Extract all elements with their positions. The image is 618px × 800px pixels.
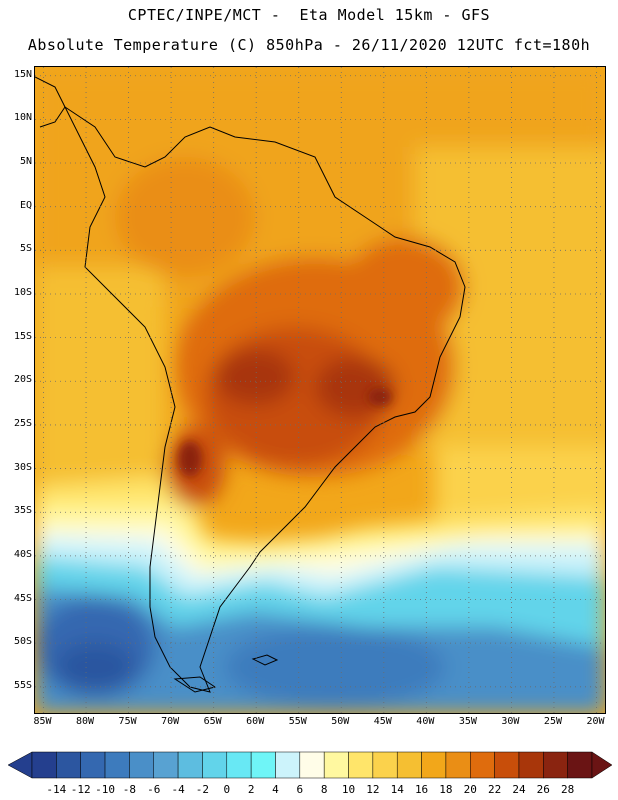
colorbar-swatch (153, 751, 179, 779)
latitude-label: EQ (19, 199, 32, 211)
colorbar-swatch (494, 751, 520, 779)
map-panel (34, 66, 606, 714)
colorbar-swatch (323, 751, 349, 779)
colorbar-swatch (445, 751, 471, 779)
colorbar-swatch (421, 751, 447, 779)
longitude-label: 65W (203, 716, 222, 727)
colorbar-swatch (177, 751, 203, 779)
colorbar-tick-label: 10 (341, 783, 356, 796)
latitude-label: 15S (13, 330, 32, 342)
latitude-label: 40S (13, 548, 32, 560)
colorbar-swatch (104, 751, 130, 779)
longitude-label: 85W (33, 716, 52, 727)
colorbar-tick-label: 20 (463, 783, 477, 796)
colorbar-swatch (250, 751, 276, 779)
latitude-label: 15N (13, 68, 32, 80)
colorbar-swatch (543, 751, 568, 779)
colorbar-tick-label: 16 (414, 783, 429, 796)
colorbar-swatch (31, 751, 57, 779)
colorbar-underflow-triangle (7, 751, 33, 779)
longitude-label: 40W (416, 716, 435, 727)
continent-outline (63, 105, 466, 693)
longitude-label: 70W (161, 716, 180, 727)
colorbar-swatch (518, 751, 544, 779)
colorbar-tick-label: 28 (561, 783, 575, 796)
longitude-label: 20W (586, 716, 605, 727)
colorbar-swatch (348, 751, 374, 779)
longitude-label: 35W (458, 716, 477, 727)
latitude-label: 5N (19, 156, 32, 168)
colorbar-overflow-triangle (591, 751, 613, 779)
longitude-label: 25W (543, 716, 562, 727)
falklands-outline (251, 654, 279, 666)
colorbar-tick-label: -4 (171, 783, 185, 796)
hot-spots (178, 388, 392, 477)
longitude-label: 45W (373, 716, 392, 727)
temperature-field-map (35, 67, 605, 713)
colorbar-tick-label: -8 (122, 783, 137, 796)
colorbar (7, 751, 613, 779)
title-line-1: CPTEC/INPE/MCT - Eta Model 15km - GFS (127, 6, 491, 24)
colorbar-swatch (129, 751, 154, 779)
colorbar-tick-label: 0 (223, 783, 231, 796)
longitude-label: 30W (501, 716, 520, 727)
title-line-2: Absolute Temperature (C) 850hPa - 26/11/… (27, 36, 591, 54)
latitude-label: 10S (13, 286, 32, 298)
latitude-label: 5S (19, 243, 32, 255)
colorbar-tick-label: 6 (296, 783, 304, 796)
colorbar-swatch (470, 751, 495, 779)
colorbar-tick-label: 22 (487, 783, 502, 796)
colorbar-tick-label: 2 (247, 783, 255, 796)
colorbar-tick-label: 12 (366, 783, 380, 796)
colorbar-swatch (396, 751, 422, 779)
colorbar-swatch (275, 751, 301, 779)
temperature-shading (35, 67, 605, 713)
colorbar-swatch (202, 751, 228, 779)
colorbar-swatch (372, 751, 398, 779)
colorbar-tick-label: 24 (512, 783, 526, 796)
latitude-label: 35S (13, 505, 32, 517)
latitude-label: 55S (13, 679, 32, 691)
longitude-label: 60W (246, 716, 265, 727)
colorbar-tick-label: 4 (272, 783, 279, 796)
latitude-label: 45S (13, 592, 32, 604)
colorbar-tick-label: -12 (70, 783, 91, 796)
colorbar-tick-label: -14 (46, 783, 67, 796)
latitude-label: 50S (13, 636, 32, 648)
latitude-label: 20S (13, 374, 32, 386)
colorbar-swatch (56, 751, 81, 779)
colorbar-swatch (226, 751, 252, 779)
latitude-label: 30S (13, 461, 32, 473)
colorbar-swatch (80, 751, 106, 779)
colorbar-tick-label: 14 (390, 783, 404, 796)
colorbar-tick-label: -6 (147, 783, 161, 796)
colorbar-swatch (299, 751, 325, 779)
longitude-label: 55W (288, 716, 307, 727)
longitude-label: 80W (76, 716, 95, 727)
longitude-label: 50W (331, 716, 350, 727)
colorbar-tick-label: -2 (195, 783, 210, 796)
colorbar-tick-label: -10 (95, 783, 115, 796)
colorbar-tick-label: 8 (320, 783, 328, 796)
colorbar-swatch (567, 751, 593, 779)
longitude-label: 75W (118, 716, 137, 727)
latitude-label: 25S (13, 417, 32, 429)
latitude-label: 10N (13, 112, 32, 124)
lat-lon-grid (35, 67, 605, 713)
colorbar-tick-label: 18 (439, 783, 453, 796)
colorbar-tick-label: 26 (536, 783, 550, 796)
central-america-outline (35, 76, 66, 128)
